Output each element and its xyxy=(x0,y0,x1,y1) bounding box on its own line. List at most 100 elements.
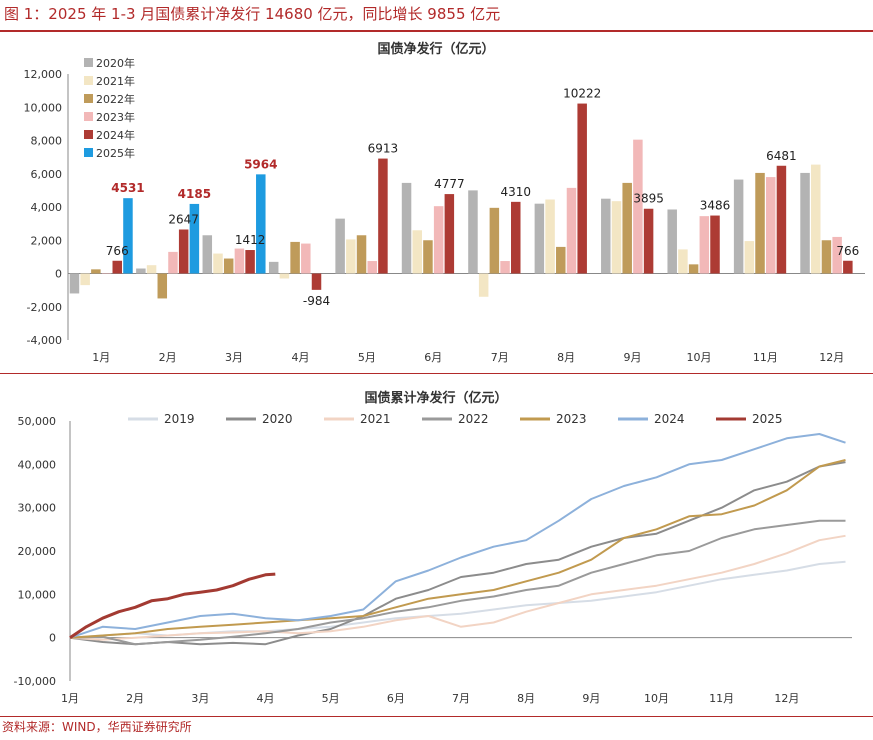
bar xyxy=(667,209,677,274)
bar-legend-swatch xyxy=(84,58,93,67)
bar-legend-label: 2021年 xyxy=(96,74,135,88)
bar-legend-swatch xyxy=(84,94,93,103)
line-series xyxy=(69,459,846,639)
bar-legend-swatch xyxy=(84,148,93,157)
bar xyxy=(356,235,367,274)
bar xyxy=(468,190,478,274)
line-x-tick-label: 12月 xyxy=(774,692,799,705)
line-legend-label: 2020 xyxy=(262,412,293,426)
bar-legend-swatch xyxy=(84,76,93,85)
bar xyxy=(80,273,90,286)
bar xyxy=(178,229,189,274)
bar xyxy=(268,261,279,274)
bar xyxy=(622,182,632,274)
bar xyxy=(545,199,555,274)
bar-data-label: 2647 xyxy=(168,212,199,226)
bar xyxy=(423,240,433,274)
bar-x-tick-label: 12月 xyxy=(819,351,844,364)
bar-data-label: 6913 xyxy=(368,142,399,156)
bar xyxy=(478,273,489,297)
line-chart-title: 国债累计净发行（亿元） xyxy=(364,390,507,406)
line-series xyxy=(69,519,846,646)
line-series xyxy=(69,572,276,639)
bar-x-tick-label: 6月 xyxy=(424,351,442,364)
bar xyxy=(699,216,710,274)
bar-x-tick-label: 3月 xyxy=(225,351,243,364)
bar-data-label: 4310 xyxy=(500,185,531,199)
line-y-tick-label: 30,000 xyxy=(18,502,57,515)
bar xyxy=(202,235,213,274)
bar-data-label: 766 xyxy=(106,244,129,258)
line-legend-label: 2019 xyxy=(164,412,195,426)
bar-x-tick-label: 9月 xyxy=(624,351,642,364)
bar xyxy=(123,198,133,274)
bar xyxy=(335,218,345,274)
bar xyxy=(412,230,422,274)
bar xyxy=(146,265,157,274)
line-panel: 国债累计净发行（亿元） -10,000 0 10,000 20,000 30,000 40,… xyxy=(0,376,873,714)
line-x-tick-label: 7月 xyxy=(452,692,470,705)
bar-data-label: 3486 xyxy=(700,199,731,213)
bar-legend-label: 2023年 xyxy=(96,110,135,124)
bar-legend-swatch xyxy=(84,112,93,121)
bar-y-tick-label: 10,000 xyxy=(24,101,63,114)
bar-data-label: 6481 xyxy=(766,149,797,163)
line-x-tick-label: 2月 xyxy=(126,692,144,705)
line-y-tick-label: -10,000 xyxy=(14,675,56,688)
bar-legend-label: 2022年 xyxy=(96,92,135,106)
bar xyxy=(367,261,377,274)
line-legend-label: 2023 xyxy=(556,412,587,426)
bar xyxy=(346,239,356,274)
line-series xyxy=(69,461,846,646)
bar xyxy=(101,273,112,274)
bar-x-tick-label: 11月 xyxy=(753,351,778,364)
line-x-tick-label: 3月 xyxy=(191,692,209,705)
bar-x-tick-label: 4月 xyxy=(291,351,309,364)
bar xyxy=(633,139,643,274)
bar xyxy=(489,207,500,274)
bar-data-label: 1412 xyxy=(235,233,266,247)
line-legend-label: 2025 xyxy=(752,412,783,426)
bar-x-tick-label: 1月 xyxy=(92,351,110,364)
line-legend-label: 2024 xyxy=(654,412,685,426)
bar-x-tick-label: 2月 xyxy=(159,351,177,364)
bar xyxy=(776,165,787,274)
bar-y-tick-label: 4,000 xyxy=(31,201,63,214)
bar-x-tick-label: 10月 xyxy=(686,351,711,364)
bar-x-tick-label: 5月 xyxy=(358,351,376,364)
bar-legend-label: 2025年 xyxy=(96,146,135,160)
bar xyxy=(112,260,123,274)
bar xyxy=(168,251,178,274)
bar-x-tick-label: 8月 xyxy=(557,351,575,364)
line-y-tick-label: 20,000 xyxy=(18,545,57,558)
bar xyxy=(765,177,776,274)
bar xyxy=(710,215,720,274)
bar xyxy=(401,182,412,274)
bar xyxy=(433,206,444,274)
bar xyxy=(157,273,168,299)
bar xyxy=(511,201,521,274)
bar xyxy=(755,172,765,274)
bar-data-label: -984 xyxy=(303,294,330,308)
bar-y-tick-label: -4,000 xyxy=(27,334,62,347)
bar xyxy=(378,158,388,274)
bar-x-tick-label: 7月 xyxy=(491,351,509,364)
line-x-tick-label: 5月 xyxy=(322,692,340,705)
line-x-tick-label: 1月 xyxy=(61,692,79,705)
bar-y-tick-label: 12,000 xyxy=(24,68,63,81)
bar-y-tick-label: 8,000 xyxy=(31,135,63,148)
bar xyxy=(444,194,455,274)
bar xyxy=(556,246,566,274)
bar xyxy=(601,198,611,274)
bar xyxy=(256,174,266,274)
line-y-tick-label: 0 xyxy=(49,632,56,645)
bar xyxy=(136,268,146,274)
bottom-rule xyxy=(0,716,873,717)
bar-y-tick-label: 6,000 xyxy=(31,168,63,181)
bar-y-tick-label: 0 xyxy=(55,268,62,281)
bar-panel: 国债净发行（亿元） -4,000 -2,000 0 2,000 4,000 6,000 8,0… xyxy=(0,34,873,372)
bar xyxy=(189,203,200,274)
bar xyxy=(245,250,255,274)
bar xyxy=(688,264,699,274)
bar xyxy=(800,172,810,274)
